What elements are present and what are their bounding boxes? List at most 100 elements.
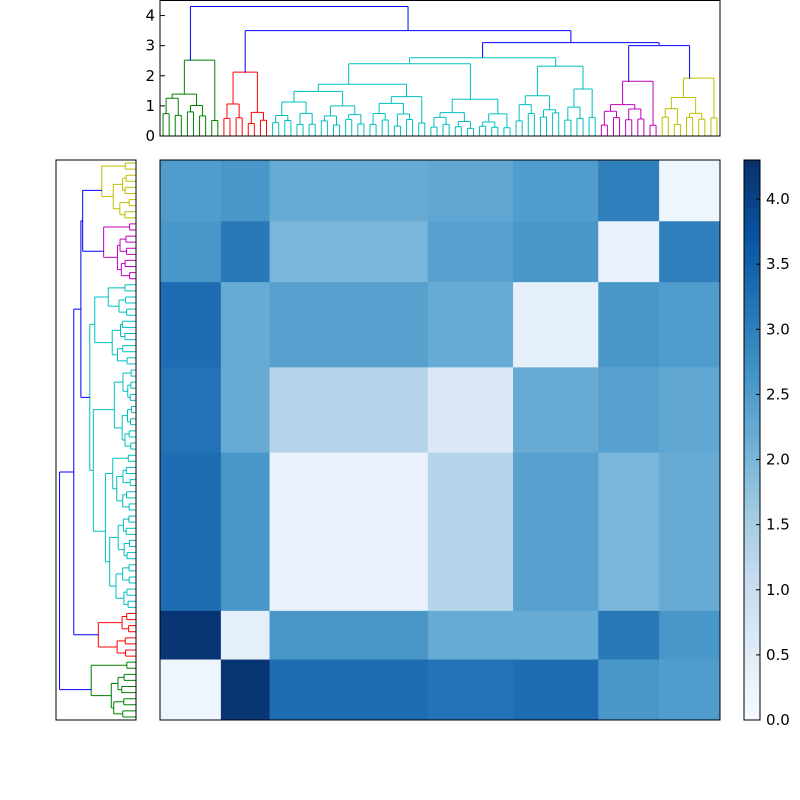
left-dendrogram-link [110,682,118,709]
left-dendrogram-link [126,588,136,596]
top-dendrogram-link [189,104,204,116]
top-dendrogram-link [308,123,316,136]
left-dendrogram-link [120,323,125,338]
top-dendrogram-link [259,119,268,136]
left-dendrogram-link [125,527,136,535]
left-dendrogram-link [130,369,136,377]
top-dendrogram-link [539,116,548,136]
colorbar-tick-label: 0.5 [766,646,790,664]
top-dendrogram-link [390,96,423,123]
left-dendrogram-link [122,567,130,581]
left-dendrogram-link [129,272,136,280]
heatmap-cell-cyan-a-magenta [598,452,660,611]
top-dendrogram-link [250,111,264,124]
top-dendrogram-link [162,113,170,136]
heatmap-cell-yellow-yellow [659,160,721,222]
heatmap-cell-magenta-cyan-a [269,220,429,283]
top-dendrogram-link [609,104,636,112]
left-dendrogram-link [124,162,136,170]
top-dendrogram-link [628,108,642,120]
left-dendrogram-link [104,472,113,563]
left-dendrogram-link [121,320,136,328]
left-dendrogram-link [122,710,136,718]
top-dendrogram-link [552,112,560,136]
left-dendrogram-link [122,372,132,392]
top-dendrogram-link [235,117,243,136]
left-dendrogram-link [118,299,127,313]
colorbar-gradient [744,160,760,720]
top-dendrogram-link [457,121,471,129]
top-dendrogram-link [600,124,608,136]
left-dendrogram-link [119,238,127,252]
top-dendrogram-link [293,90,344,106]
top-dendrogram-link [396,113,411,127]
left-dendrogram-link [123,698,136,706]
top-y-tick-label: 0 [145,127,155,145]
heatmap-frame [159,159,721,721]
heatmap-cell-cyan-a-cyan-b [427,452,514,611]
top-dendrogram-link [515,120,523,136]
top-dendrogram-link [573,88,593,118]
left-dendrogram-link [124,284,136,292]
top-dendrogram-link [299,112,313,125]
left-dendrogram-link [126,491,136,499]
colorbar-tick-label: 3.0 [766,320,790,338]
left-dendrogram-link [113,381,123,429]
left-dendrogram-link [127,600,136,608]
left-dendrogram-link [130,418,136,426]
left-dendrogram-link [128,576,136,584]
left-dendrogram-link [127,384,131,398]
top-dendrogram-link [625,119,633,136]
top-dendrogram-link [673,123,681,136]
top-dendrogram-link [275,114,289,123]
top-dendrogram-link [524,95,551,110]
left-dendrogram-link [128,539,136,548]
left-dendrogram-link [124,332,136,341]
left-dendrogram-link [126,612,136,621]
left-dendrogram-link [123,542,130,557]
top-dendrogram-link [406,119,414,136]
top-dendrogram-link [710,117,718,136]
colorbar-tick-label: 4.0 [766,190,790,208]
top-dendrogram-link [357,123,365,136]
left-dendrogram-link [80,220,90,398]
top-dendrogram-link [649,124,657,136]
left-dendrogram-link [122,469,131,484]
left-dendrogram-link [111,329,121,356]
top-dendrogram-link [430,126,438,136]
left-dendrogram-link [101,165,126,198]
left-dendrogram-link [128,199,136,207]
left-dendrogram-link [124,211,136,219]
top-dendrogram-link [272,122,280,136]
top-dendrogram-link [664,108,678,125]
heatmap-cell-red-cyan-c [513,610,599,660]
top-dendrogram-link [244,30,572,73]
left-dendrogram-link [112,183,123,210]
left-dendrogram-frame [55,159,137,721]
colorbar-tick-label: 2.0 [766,451,790,469]
left-dendrogram-link [117,524,125,551]
top-dendrogram-link [223,117,231,136]
top-dendrogram-link [479,125,487,136]
left-dendrogram-link [122,345,136,353]
left-dendrogram-link [128,625,136,633]
colorbar-tick-label: 2.5 [766,385,790,403]
top-dendrogram-link [488,113,508,128]
top-dendrogram-link [670,96,697,114]
left-dendrogram [59,162,136,718]
left-dendrogram-link [124,637,136,645]
top-dendrogram-link [682,77,715,118]
heatmap-cell-cyan-a-yellow [659,452,721,611]
top-dendrogram-link [466,127,474,136]
heatmap-cell-magenta-green [160,220,222,283]
left-dendrogram-link [112,457,129,490]
top-y-tick-label: 1 [145,97,155,115]
left-dendrogram-link [124,433,131,447]
heatmap-cell-magenta-cyan-c [513,220,599,283]
left-dendrogram-link [126,661,136,669]
top-dendrogram-link [381,119,389,136]
left-dendrogram-link [122,177,127,191]
top-dendrogram-link [689,112,703,120]
heatmap-cell-cyan-c-cyan-b [427,281,514,368]
